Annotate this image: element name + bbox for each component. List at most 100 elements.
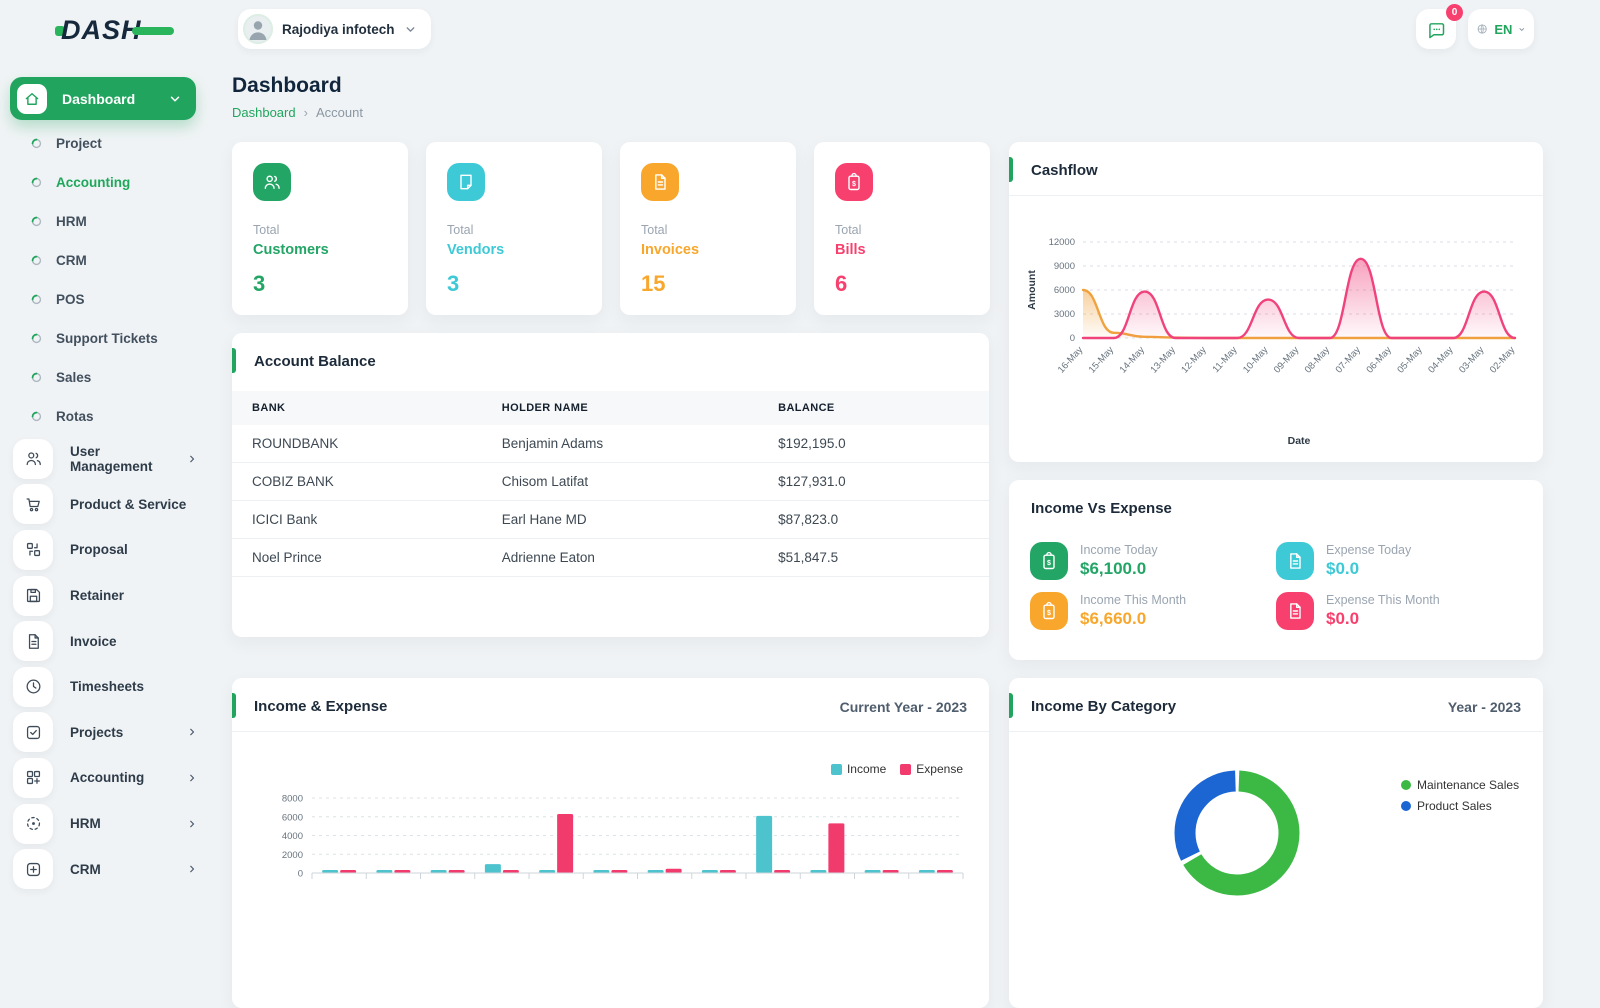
language-selector[interactable]: EN bbox=[1468, 9, 1534, 49]
sidebar-item-label: Proposal bbox=[70, 542, 128, 558]
svg-text:12000: 12000 bbox=[1049, 237, 1075, 248]
card-title: Account Balance bbox=[254, 353, 376, 370]
card-title: Income By Category bbox=[1031, 698, 1177, 715]
sidebar-item-dashboard[interactable]: Dashboard bbox=[10, 77, 196, 120]
sidebar-item-pos[interactable]: POS bbox=[0, 280, 220, 319]
breadcrumb: Dashboard › Account bbox=[232, 105, 363, 120]
chevron-right-icon bbox=[190, 774, 195, 782]
sidebar-item-rotas[interactable]: Rotas bbox=[0, 397, 220, 436]
income-vs-expense-grid: $ Income Today $6,100.0 Expense Today $0… bbox=[1030, 542, 1522, 630]
cart-icon bbox=[13, 484, 53, 525]
legend-maintenance-sales[interactable]: Maintenance Sales bbox=[1401, 778, 1519, 792]
sidebar-item-retainer[interactable]: Retainer bbox=[0, 573, 220, 619]
cashflow-card: Cashflow 0 3000 6000 9000 12000 16-May 15-May 1… bbox=[1009, 142, 1543, 462]
sidebar-item-hrm[interactable]: HRM bbox=[0, 202, 220, 241]
svg-text:02-May: 02-May bbox=[1488, 344, 1518, 375]
dashboard-submenu: Project Accounting HRM CRM POS Support T… bbox=[0, 124, 220, 436]
clipboard-dollar-icon: $ bbox=[1030, 542, 1068, 580]
sidebar-item-user-management[interactable]: User Management bbox=[0, 436, 220, 482]
expense-today-item: Expense Today $0.0 bbox=[1276, 542, 1522, 580]
table-row: ICICI Bank Earl Hane MD $87,823.0 bbox=[232, 500, 989, 539]
column-holder-name: HOLDER NAME bbox=[481, 391, 759, 425]
sidebar-menu: User Management Product & Service Propos… bbox=[0, 436, 220, 892]
sidebar-item-projects[interactable]: Projects bbox=[0, 710, 220, 756]
clipboard-dollar-icon: $ bbox=[1030, 592, 1068, 630]
svg-text:14-May: 14-May bbox=[1118, 344, 1148, 375]
sidebar-item-proposal[interactable]: Proposal bbox=[0, 527, 220, 573]
sidebar-item-project[interactable]: Project bbox=[0, 124, 220, 163]
circle-bullet-icon bbox=[31, 255, 42, 266]
cell-holder: Chisom Latifat bbox=[481, 462, 759, 501]
metric-value: $6,660.0 bbox=[1080, 609, 1147, 628]
chevron-down-icon bbox=[1519, 27, 1525, 31]
legend-income[interactable]: Income bbox=[830, 762, 886, 776]
income-expense-card: Income & Expense Current Year - 2023 Inc… bbox=[232, 678, 989, 1008]
topbar: DASH Rajodiya infotech 0 EN bbox=[0, 0, 1600, 58]
language-code: EN bbox=[1494, 21, 1513, 37]
svg-text:06-May: 06-May bbox=[1364, 344, 1394, 375]
file-icon bbox=[1276, 542, 1314, 580]
card-title: Income & Expense bbox=[254, 698, 388, 715]
circle-bullet-icon bbox=[31, 372, 42, 383]
svg-text:05-May: 05-May bbox=[1395, 344, 1425, 375]
accent-bar bbox=[232, 348, 236, 373]
main-content: Dashboard Dashboard › Account Total Cust… bbox=[232, 58, 1543, 1008]
circle-bullet-icon bbox=[31, 177, 42, 188]
stat-prefix: Total bbox=[641, 223, 668, 237]
svg-text:04-May: 04-May bbox=[1426, 344, 1456, 375]
users-icon bbox=[13, 438, 53, 479]
sidebar-item-crm[interactable]: CRM bbox=[0, 241, 220, 280]
sidebar-item-support-tickets[interactable]: Support Tickets bbox=[0, 319, 220, 358]
grid-plus-icon bbox=[13, 757, 53, 798]
file-icon bbox=[1276, 592, 1314, 630]
sidebar-item-label: HRM bbox=[56, 214, 87, 229]
sidebar-item-accounting[interactable]: Accounting bbox=[0, 163, 220, 202]
logo-dot-icon bbox=[55, 25, 65, 36]
metric-value: $0.0 bbox=[1326, 559, 1360, 578]
sidebar-item-crm-module[interactable]: CRM bbox=[0, 846, 220, 892]
accent-bar bbox=[232, 693, 236, 718]
stat-label: Bills bbox=[835, 242, 866, 258]
account-balance-table: BANK HOLDER NAME BALANCE ROUNDBANK Benja… bbox=[232, 391, 989, 577]
metric-label: Income This Month bbox=[1080, 593, 1187, 607]
svg-text:8000: 8000 bbox=[282, 794, 303, 805]
svg-text:$: $ bbox=[1047, 559, 1051, 567]
legend-product-sales[interactable]: Product Sales bbox=[1401, 799, 1519, 813]
legend-expense[interactable]: Expense bbox=[900, 762, 963, 776]
sidebar-item-label: POS bbox=[56, 292, 85, 307]
chevron-right-icon bbox=[190, 820, 195, 827]
legend-label: Maintenance Sales bbox=[1417, 778, 1520, 792]
sidebar-item-label: Product & Service bbox=[70, 496, 187, 512]
circle-bullet-icon bbox=[31, 411, 42, 422]
company-selector[interactable]: Rajodiya infotech bbox=[238, 9, 431, 49]
svg-text:0: 0 bbox=[1070, 333, 1075, 344]
sidebar-item-accounting-module[interactable]: Accounting bbox=[0, 755, 220, 801]
cashflow-chart: 0 3000 6000 9000 12000 16-May 15-May 14-May 13-M… bbox=[1026, 237, 1518, 447]
account-balance-card: Account Balance BANK HOLDER NAME BALANCE… bbox=[232, 333, 989, 637]
sidebar-item-timesheets[interactable]: Timesheets bbox=[0, 664, 220, 710]
sidebar-item-hrm-module[interactable]: HRM bbox=[0, 801, 220, 847]
clock-icon bbox=[13, 666, 53, 707]
file-icon bbox=[641, 163, 679, 201]
document-icon bbox=[13, 621, 53, 662]
app-logo[interactable]: DASH bbox=[55, 15, 174, 46]
svg-text:Date: Date bbox=[1288, 435, 1311, 447]
stat-prefix: Total bbox=[253, 223, 280, 237]
sidebar-item-sales[interactable]: Sales bbox=[0, 358, 220, 397]
cell-holder: Benjamin Adams bbox=[481, 425, 759, 463]
svg-text:0: 0 bbox=[298, 869, 303, 880]
sidebar-item-product-service[interactable]: Product & Service bbox=[0, 482, 220, 528]
logo-dash-icon bbox=[131, 26, 174, 35]
sidebar-item-label: Invoice bbox=[70, 633, 117, 649]
messages-button[interactable]: 0 bbox=[1416, 4, 1463, 49]
sidebar-item-label: Accounting bbox=[56, 175, 131, 190]
stat-prefix: Total bbox=[835, 223, 862, 237]
cell-bank: ROUNDBANK bbox=[232, 425, 482, 463]
chevron-down-icon bbox=[170, 95, 180, 102]
stat-prefix: Total bbox=[447, 223, 474, 237]
sidebar-item-label: CRM bbox=[56, 253, 87, 268]
breadcrumb-dashboard-link[interactable]: Dashboard bbox=[232, 105, 296, 120]
period-label: Current Year - 2023 bbox=[839, 698, 967, 715]
income-swatch bbox=[830, 763, 842, 775]
sidebar-item-invoice[interactable]: Invoice bbox=[0, 618, 220, 664]
